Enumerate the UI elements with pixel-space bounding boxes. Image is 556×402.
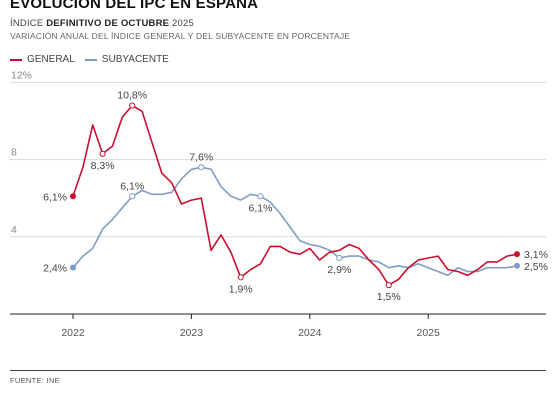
x-tick-label-2024: 2024 [298, 327, 322, 339]
point-subyacente-2025-10 [513, 262, 520, 269]
point-general-2022-04 [99, 150, 106, 157]
data-label-general-2022-04: 8,3% [91, 160, 115, 172]
legend-swatch-general [10, 58, 22, 61]
subtitle-suffix: 2025 [169, 18, 194, 29]
point-subyacente-2022-01 [70, 264, 76, 271]
legend-label-general: GENERAL [27, 54, 75, 65]
data-label-subyacente-2022-07: 6,1% [120, 180, 144, 192]
point-subyacente-2023-08 [257, 193, 264, 200]
point-general-2023-06 [237, 274, 244, 281]
point-subyacente-2024-04 [336, 254, 343, 262]
subtitle-prefix: ÍNDICE [10, 18, 47, 29]
data-label-subyacente-2023-02: 7,6% [189, 151, 213, 163]
point-subyacente-2022-07 [129, 193, 136, 200]
series-line-subyacente [72, 166, 518, 277]
series-line-general [72, 104, 518, 286]
point-general-2024-09 [385, 281, 392, 289]
chart-title: EVOLUCIÓN DEL IPC EN ESPAÑA [10, 0, 259, 12]
data-label-general-2022-01: 6,1% [43, 191, 67, 203]
chart-legend: GENERAL SUBYACENTE [10, 54, 169, 65]
source-note: FUENTE: INE [10, 376, 60, 385]
data-label-subyacente-2023-08: 6,1% [248, 202, 272, 214]
data-label-general-2023-06: 1,9% [229, 283, 253, 295]
y-tick-label-8: 8 [11, 147, 17, 159]
data-label-subyacente-2025-10: 2,5% [524, 261, 548, 273]
data-label-general-2025-10: 3,1% [524, 249, 548, 261]
source-divider [10, 370, 546, 371]
point-general-2022-01 [70, 193, 76, 200]
data-label-general-2022-07: 10,8% [117, 90, 147, 102]
legend-item-general: GENERAL [10, 54, 75, 65]
x-tick-label-2022: 2022 [61, 327, 85, 339]
legend-item-subyacente: SUBYACENTE [84, 54, 169, 65]
chart-description: VARIACIÓN ANUAL DEL ÍNDICE GENERAL Y DEL… [10, 31, 351, 41]
x-tick-label-2023: 2023 [180, 327, 204, 339]
y-tick-label-12: 12% [11, 69, 32, 81]
point-subyacente-2023-02 [198, 164, 205, 171]
subtitle-bold: DEFINITIVO DE OCTUBRE [46, 18, 170, 29]
legend-label-subyacente: SUBYACENTE [101, 54, 169, 65]
data-label-general-2024-09: 1,5% [377, 291, 401, 303]
point-general-2025-10 [513, 251, 520, 258]
legend-swatch-subyacente [84, 58, 97, 61]
data-label-subyacente-2022-01: 2,4% [43, 263, 67, 275]
x-tick-label-2025: 2025 [416, 327, 440, 339]
chart-subtitle: ÍNDICE DEFINITIVO DE OCTUBRE 2025 [10, 18, 194, 29]
data-label-subyacente-2024-04: 2,9% [327, 264, 351, 276]
y-tick-label-4: 4 [11, 224, 17, 236]
point-general-2022-07 [129, 102, 136, 109]
